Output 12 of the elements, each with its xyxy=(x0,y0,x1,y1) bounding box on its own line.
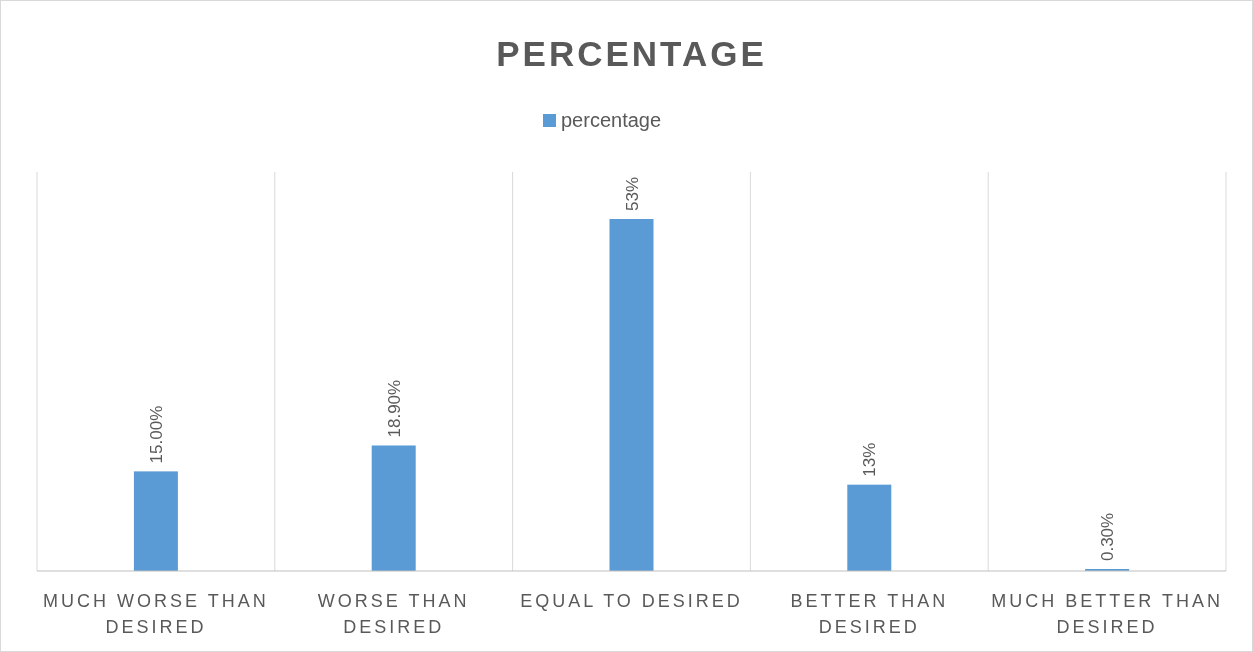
x-tick-label: MUCH BETTER THAN DESIRED xyxy=(991,591,1223,637)
data-label: 15.00% xyxy=(146,405,166,464)
data-label: 18.90% xyxy=(384,379,404,438)
chart-title: PERCENTAGE xyxy=(496,34,767,73)
x-tick-label: EQUAL TO DESIRED xyxy=(520,591,743,611)
x-tick-label: WORSE THAN DESIRED xyxy=(317,591,470,637)
legend-label: percentage xyxy=(561,109,662,131)
data-label: 53% xyxy=(622,176,642,211)
data-label: 0.30% xyxy=(1098,512,1118,562)
x-tick-label: MUCH WORSE THAN DESIRED xyxy=(43,591,269,637)
x-tick-label: BETTER THAN DESIRED xyxy=(790,591,949,637)
data-label: 13% xyxy=(860,442,880,477)
